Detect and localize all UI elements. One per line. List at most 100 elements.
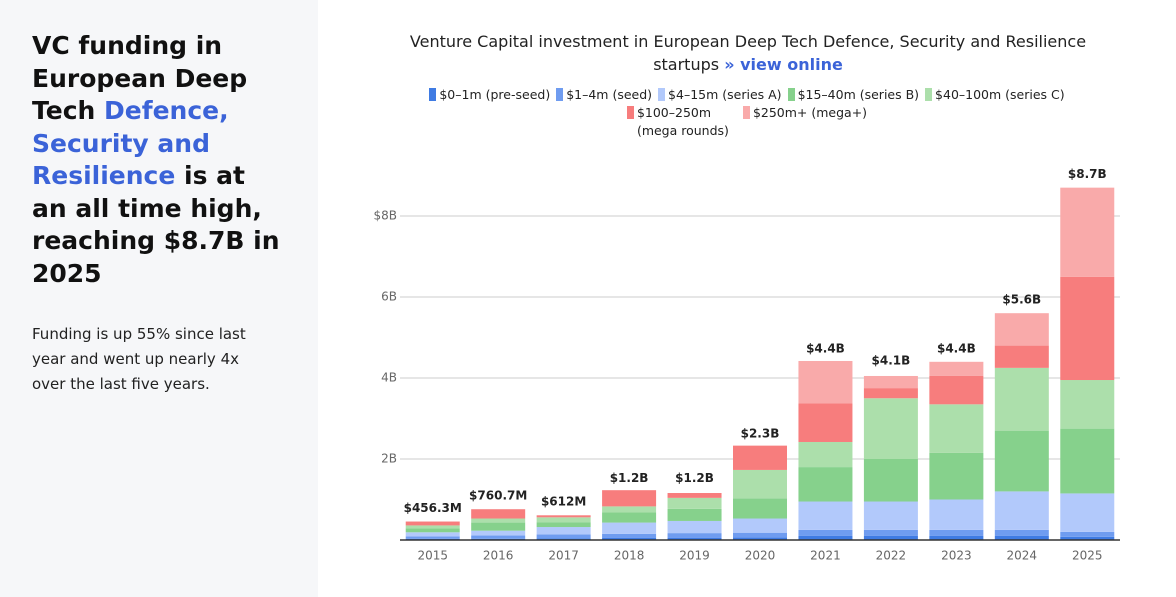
legend-label: $4–15m (series A) xyxy=(668,87,782,102)
bar-segment xyxy=(405,532,460,537)
bar-segment xyxy=(405,525,460,529)
bar-segment xyxy=(602,506,657,513)
bar-segment xyxy=(863,501,918,530)
bar-segment xyxy=(929,499,984,530)
legend-swatch xyxy=(429,88,437,101)
bar-segment xyxy=(1060,380,1115,429)
bar-segment xyxy=(536,534,591,539)
view-online-link[interactable]: » view online xyxy=(724,55,843,74)
x-tick-label: 2025 xyxy=(1072,549,1103,563)
bar-segment xyxy=(405,528,460,533)
bar-segment xyxy=(1060,187,1115,277)
bar-segment xyxy=(863,459,918,502)
bar-segment xyxy=(536,515,591,518)
bar-segment xyxy=(929,535,984,540)
legend-swatch xyxy=(626,106,634,119)
total-label: $4.4B xyxy=(937,341,976,355)
bar-segment xyxy=(471,509,526,519)
legend-label: $15–40m (series B) xyxy=(797,87,920,102)
bar-segment xyxy=(1060,428,1115,494)
bar-segment xyxy=(798,441,853,468)
total-label: $4.4B xyxy=(806,341,845,355)
legend-swatch xyxy=(658,88,666,101)
legend-label: $40–100m (series C) xyxy=(935,87,1065,102)
bar-segment xyxy=(798,529,853,536)
bar-segment xyxy=(667,537,722,540)
total-label: $1.2B xyxy=(610,471,649,485)
bar-segment xyxy=(863,535,918,540)
x-tick-label: 2020 xyxy=(745,549,776,563)
bar-segment xyxy=(994,491,1049,530)
bar-segment xyxy=(471,518,526,523)
total-label: $4.1B xyxy=(872,353,911,367)
bar-segment xyxy=(1060,493,1115,532)
bar-segment xyxy=(733,445,787,470)
bar-segment xyxy=(471,530,526,536)
legend-item: $4–15m (series A) xyxy=(658,86,782,104)
bar-segment xyxy=(733,532,787,538)
bar-segment xyxy=(994,345,1049,368)
bar-segment xyxy=(863,375,918,389)
headline-text: is at an all time high, reaching $8.7B i… xyxy=(32,161,280,288)
bar-segment xyxy=(929,375,984,405)
total-label: $1.2B xyxy=(675,471,714,485)
bar-segment xyxy=(733,469,787,499)
bar-segment xyxy=(1060,531,1115,537)
total-label: $2.3B xyxy=(741,426,780,440)
y-tick-label: $8B xyxy=(373,209,397,223)
bar-segment xyxy=(863,529,918,536)
legend-label: $0–1m (pre-seed) xyxy=(439,87,551,102)
bar-segment xyxy=(798,403,853,442)
bar-segment xyxy=(863,388,918,399)
total-label: $456.3M xyxy=(404,501,462,515)
bar-segment xyxy=(994,430,1049,492)
bar-segment xyxy=(536,538,591,540)
x-tick-label: 2021 xyxy=(810,549,841,563)
bar-segment xyxy=(798,467,853,502)
chart: 2B 4B 6B $8B 2015 $456.3M 2016 $760.7M 2017 $612M… xyxy=(373,167,1120,563)
bar-segment xyxy=(667,493,722,498)
bar-segment xyxy=(929,361,984,376)
bar-segment xyxy=(798,501,853,530)
bar-segment xyxy=(994,313,1049,346)
bar-segment xyxy=(733,498,787,519)
legend-item: $0–1m (pre-seed) xyxy=(429,86,550,104)
x-tick-label: 2018 xyxy=(614,549,645,563)
y-tick-label: 6B xyxy=(381,290,397,304)
total-label: $612M xyxy=(541,495,586,509)
headline-text: VC funding in European Deep Tech xyxy=(32,31,248,125)
x-tick-label: 2019 xyxy=(679,549,710,563)
legend-label: $250m+ (mega+) xyxy=(752,105,868,120)
y-tick-label: 2B xyxy=(381,452,397,466)
bar-segment xyxy=(602,533,657,538)
headline: VC funding in European Deep Tech Defence… xyxy=(32,30,282,290)
bar-segment xyxy=(602,490,657,507)
legend-label: $100–250m (mega rounds) xyxy=(636,105,729,138)
total-label: $8.7B xyxy=(1068,167,1107,181)
bar-segment xyxy=(994,529,1049,536)
legend-swatch xyxy=(742,106,750,119)
bar-segment xyxy=(602,512,657,523)
bar-segment xyxy=(667,508,722,521)
legend-swatch xyxy=(556,88,564,101)
bar-segment xyxy=(863,398,918,459)
bar-segment xyxy=(798,360,853,404)
bar-segment xyxy=(667,497,722,509)
legend-item: $250m+ (mega+) xyxy=(742,104,868,140)
legend-swatch xyxy=(787,88,795,101)
total-label: $5.6B xyxy=(1002,293,1041,307)
bar-segment xyxy=(929,529,984,536)
bar-segment xyxy=(1060,536,1115,540)
bar-segment xyxy=(798,535,853,540)
bar-segment xyxy=(471,535,526,539)
bar-segment xyxy=(602,537,657,540)
x-tick-label: 2023 xyxy=(941,549,972,563)
bar-segment xyxy=(994,535,1049,540)
bar-segment xyxy=(929,404,984,453)
chart-title: Venture Capital investment in European D… xyxy=(380,30,1116,76)
legend-item: $1–4m (seed) xyxy=(556,86,652,104)
legend-swatch xyxy=(925,88,933,101)
bar-segment xyxy=(733,518,787,533)
headline-highlight: Defence, Security and Resilience xyxy=(32,96,229,190)
